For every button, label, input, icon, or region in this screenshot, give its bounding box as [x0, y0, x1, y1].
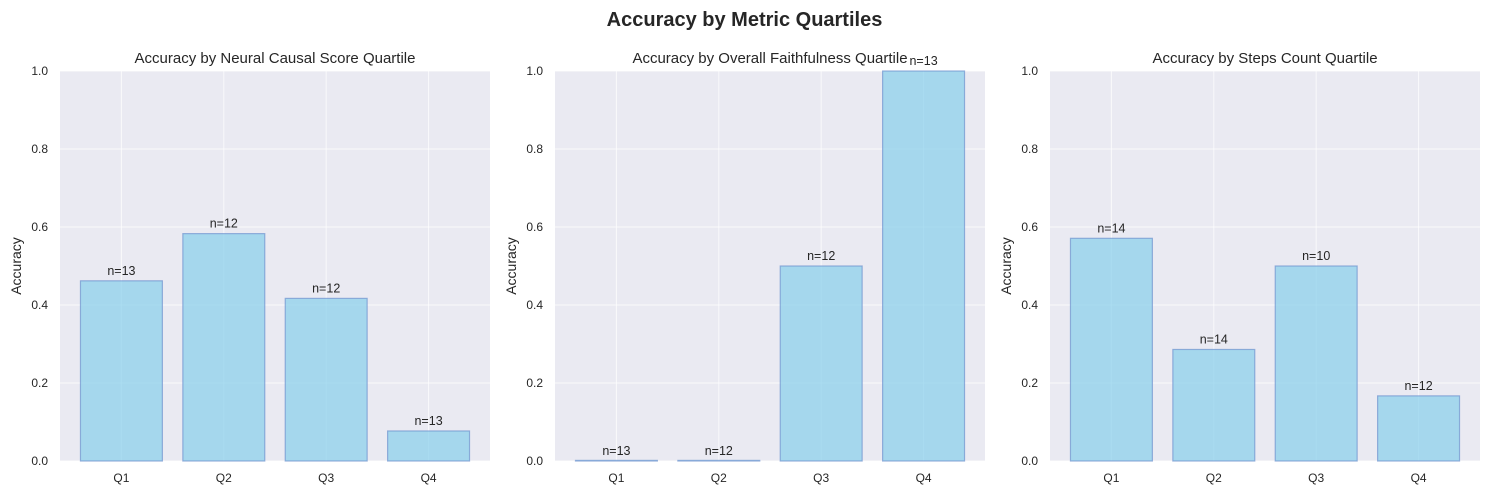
- bar-count-label: n=12: [210, 217, 238, 231]
- bar-count-label: n=12: [1404, 379, 1432, 393]
- bar-q4: [387, 430, 471, 462]
- x-tick-label: Q4: [1411, 471, 1427, 485]
- y-tick-label: 0.4: [526, 298, 543, 312]
- subplot-3: 0.0 0.2 0.4 0.6 0.8 1.0 n=14 Q1 n=14 Q2 n=10 Q3 n=12…: [998, 50, 1480, 485]
- bar-count-label: n=13: [909, 54, 937, 68]
- y-tick-label: 1.0: [31, 64, 48, 78]
- bar-count-label: n=13: [107, 264, 135, 278]
- x-tick-label: Q2: [216, 471, 232, 485]
- bar-count-label: n=14: [1200, 332, 1228, 346]
- y-tick-label: 1.0: [1021, 64, 1038, 78]
- x-tick-label: Q2: [1206, 471, 1222, 485]
- bar-count-label: n=14: [1097, 221, 1125, 235]
- subplots: 0.0 0.2 0.4 0.6 0.8 1.0 n=13 Q1 n=12 Q2 n=12 Q3 n=13…: [8, 50, 1480, 485]
- y-axis-label: Accuracy: [8, 237, 24, 295]
- x-tick-label: Q1: [608, 471, 624, 485]
- x-tick-label: Q4: [421, 471, 437, 485]
- bar-q1: [79, 280, 163, 462]
- subplot-title: Accuracy by Neural Causal Score Quartile: [135, 50, 416, 67]
- bar-q3: [779, 265, 863, 462]
- y-tick-label: 0.8: [1021, 142, 1038, 156]
- bar-count-label: n=10: [1302, 249, 1330, 263]
- x-tick-label: Q4: [916, 471, 932, 485]
- bar-count-label: n=12: [807, 249, 835, 263]
- bar-count-label: n=12: [705, 444, 733, 458]
- y-tick-label: 0.2: [526, 376, 543, 390]
- bar-q2: [182, 233, 266, 462]
- x-tick-label: Q3: [1308, 471, 1324, 485]
- y-tick-label: 0.4: [31, 298, 48, 312]
- bar-q4: [1377, 395, 1461, 462]
- y-tick-label: 0.0: [526, 454, 543, 468]
- y-axis-label: Accuracy: [503, 237, 519, 295]
- bar-q2: [1172, 348, 1256, 462]
- bar-q1: [1069, 237, 1153, 462]
- subplot-2: 0.0 0.2 0.4 0.6 0.8 1.0 n=13 Q1 n=12 Q2 n=12 Q3 n=13…: [503, 50, 985, 485]
- bar-q2: [677, 459, 761, 462]
- x-tick-label: Q3: [813, 471, 829, 485]
- bar-q4: [882, 70, 966, 462]
- y-tick-label: 0.6: [1021, 220, 1038, 234]
- bar-count-label: n=13: [602, 444, 630, 458]
- subplot-title: Accuracy by Steps Count Quartile: [1152, 50, 1377, 67]
- x-tick-label: Q1: [113, 471, 129, 485]
- y-tick-label: 1.0: [526, 64, 543, 78]
- bar-count-label: n=12: [312, 281, 340, 295]
- bar-q3: [284, 297, 368, 462]
- subplot-1: 0.0 0.2 0.4 0.6 0.8 1.0 n=13 Q1 n=12 Q2 n=12 Q3 n=13…: [8, 50, 490, 485]
- y-tick-label: 0.0: [31, 454, 48, 468]
- x-tick-label: Q1: [1103, 471, 1119, 485]
- y-tick-label: 0.8: [526, 142, 543, 156]
- y-tick-label: 0.2: [1021, 376, 1038, 390]
- x-tick-label: Q2: [711, 471, 727, 485]
- y-tick-label: 0.2: [31, 376, 48, 390]
- bar-q3: [1274, 265, 1358, 462]
- x-tick-label: Q3: [318, 471, 334, 485]
- y-tick-label: 0.8: [31, 142, 48, 156]
- y-tick-label: 0.4: [1021, 298, 1038, 312]
- subplot-title: Accuracy by Overall Faithfulness Quartil…: [632, 50, 907, 67]
- bar-q1: [574, 459, 658, 462]
- y-tick-label: 0.0: [1021, 454, 1038, 468]
- figure-title: Accuracy by Metric Quartiles: [607, 9, 883, 31]
- y-axis-label: Accuracy: [998, 237, 1014, 295]
- y-tick-label: 0.6: [526, 220, 543, 234]
- y-tick-label: 0.6: [31, 220, 48, 234]
- bar-count-label: n=13: [414, 414, 442, 428]
